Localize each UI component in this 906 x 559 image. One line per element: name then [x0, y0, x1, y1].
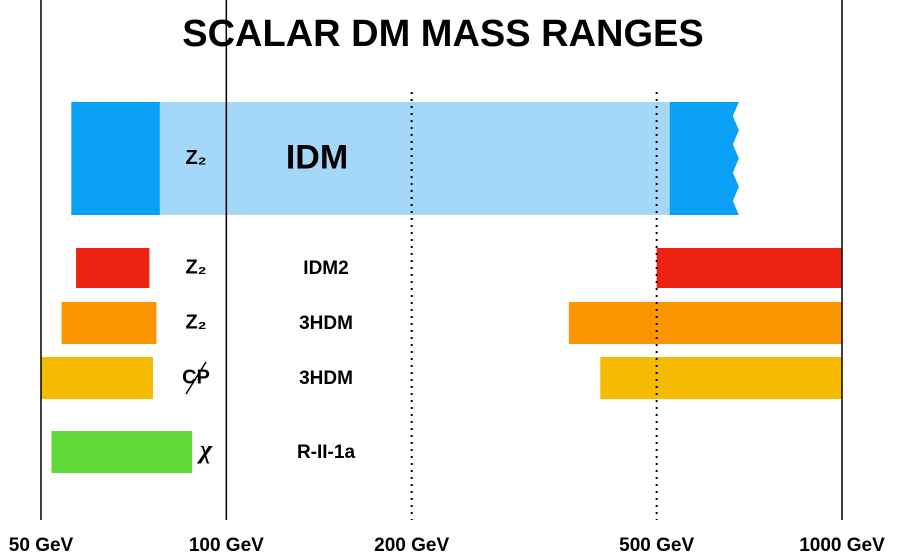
range-bar: [76, 248, 150, 288]
x-tick-label: 50 GeV: [9, 535, 74, 556]
range-bar: [61, 302, 157, 344]
symmetry-label: Z₂: [185, 256, 206, 278]
range-bar: [71, 102, 160, 215]
symmetry-label: Z₂: [185, 311, 206, 333]
model-label: R-II-1a: [297, 442, 356, 463]
range-bar: [669, 102, 739, 215]
symmetry-label: Z₂: [185, 147, 206, 169]
chart-title: SCALAR DM MASS RANGES: [182, 13, 703, 55]
range-bar: [600, 357, 842, 399]
range-bar: [656, 248, 842, 288]
x-tick-label: 1000 GeV: [799, 535, 885, 556]
model-label: IDM2: [303, 258, 348, 279]
model-label: 3HDM: [299, 368, 353, 389]
model-label: IDM: [286, 138, 348, 176]
model-label: 3HDM: [299, 313, 353, 334]
range-bar: [41, 357, 153, 399]
range-bar: [51, 431, 193, 473]
range-bar: [568, 302, 842, 344]
range-bar: [159, 102, 670, 215]
x-tick-label: 500 GeV: [619, 535, 694, 556]
strike-line: [185, 361, 207, 395]
x-tick-label: 100 GeV: [189, 535, 264, 556]
x-tick-label: 200 GeV: [374, 535, 449, 556]
symmetry-label: χ: [197, 435, 213, 464]
